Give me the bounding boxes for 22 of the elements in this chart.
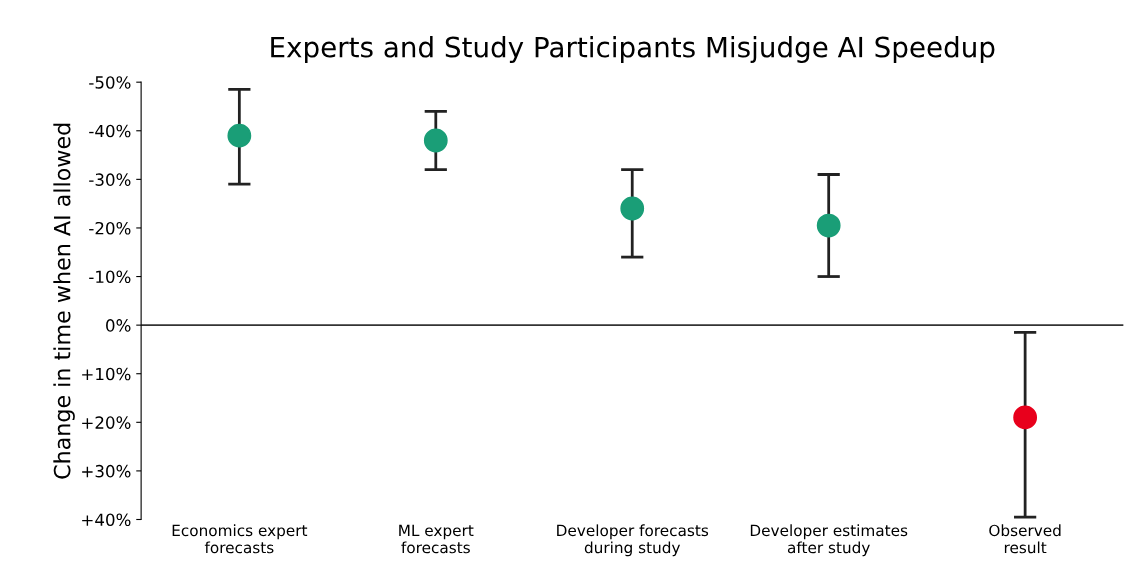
y-tick-label: +40% <box>82 513 131 527</box>
point <box>1013 405 1038 430</box>
x-tick-label: Developer estimates after study <box>750 524 908 557</box>
y-tick-label: -30% <box>89 173 131 186</box>
point <box>816 213 841 238</box>
point <box>227 123 252 148</box>
point <box>423 128 448 153</box>
x-tick-label: Developer forecasts during study <box>557 524 709 557</box>
chart-title: Experts and Study Participants Misjudge AI Speedup <box>271 36 995 63</box>
y-tick-label: +30% <box>82 464 131 478</box>
x-tick-label: ML expert forecasts <box>399 524 474 554</box>
point <box>620 196 645 221</box>
y-axis-title: Change in time when AI allowed <box>53 123 75 479</box>
x-tick-label: Economics expert forecasts <box>172 524 308 554</box>
y-tick-label: +10% <box>82 367 131 381</box>
y-tick-label: +20% <box>82 416 131 429</box>
y-tick-label: -20% <box>89 221 131 235</box>
x-tick-label: Observed result <box>989 524 1061 554</box>
y-tick-label: 0% <box>106 319 131 332</box>
y-tick-label: -50% <box>89 76 131 89</box>
y-tick-label: -10% <box>89 270 131 284</box>
y-tick-label: -40% <box>89 124 131 138</box>
